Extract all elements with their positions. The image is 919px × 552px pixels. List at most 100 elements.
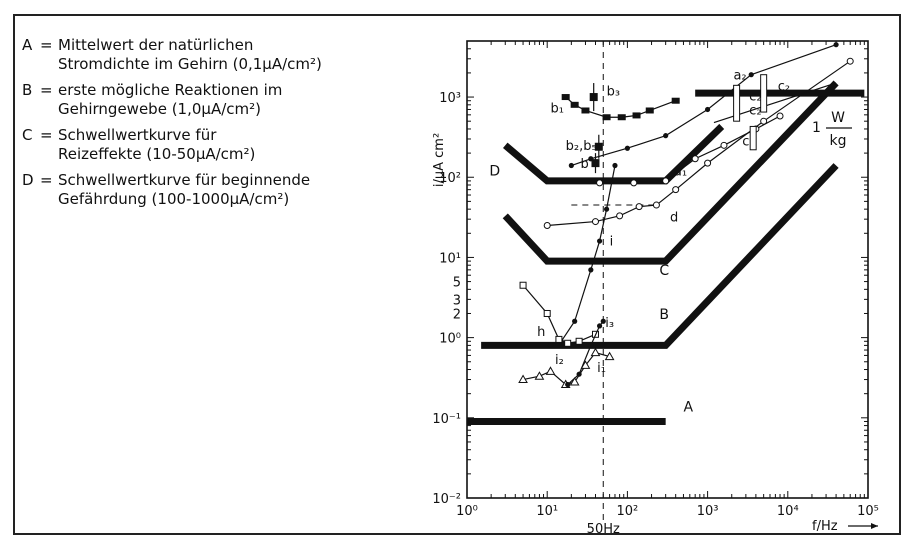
legend-text: erste mögliche Reaktionen im Gehirngeweb… [58, 81, 283, 118]
curve-label: b [580, 157, 588, 172]
error-bar-marker [594, 142, 603, 151]
y-tick-label: 10⁰ [439, 332, 461, 347]
threshold-label: C [659, 263, 669, 279]
data-point [561, 94, 570, 101]
data-point [591, 218, 599, 226]
data-curve [565, 96, 676, 118]
data-point [672, 186, 680, 194]
data-point [630, 179, 638, 187]
data-point [602, 114, 611, 121]
y-tick-label: 3 [453, 293, 461, 308]
legend-entry-d: D = Schwellwertkurve für beginnende Gefä… [22, 171, 402, 209]
data-point [596, 323, 603, 329]
curve-label: i [610, 235, 614, 250]
unit-annotation-denominator: kg [830, 133, 847, 149]
data-point [603, 206, 610, 212]
data-point [846, 57, 854, 65]
x-tick-label: 10² [617, 504, 639, 519]
data-point [576, 371, 582, 377]
data-point [543, 309, 551, 317]
curve-label: c₂ [778, 80, 790, 95]
data-point [564, 339, 572, 347]
data-point [616, 212, 624, 220]
legend-letter: A [22, 36, 33, 54]
legend-text: Mittelwert der natürlichen Stromdichte i… [58, 36, 322, 73]
y-tick-label: 10¹ [439, 251, 461, 266]
data-point [635, 203, 643, 211]
legend-entry-b: B = erste mögliche Reaktionen im Gehirng… [22, 81, 402, 119]
data-point [632, 112, 641, 119]
figure-frame [13, 14, 901, 535]
curve-label: c₂ [749, 103, 761, 118]
y-tick-label: 5 [453, 276, 461, 291]
threshold-line-c [502, 80, 839, 265]
data-point [604, 351, 615, 361]
legend-equals: = [40, 126, 53, 144]
data-point [565, 381, 571, 388]
legend-equals: = [40, 171, 53, 189]
legend-letter: D [22, 171, 34, 189]
threshold-line-b [481, 163, 839, 349]
error-bar-marker [591, 159, 600, 168]
legend-entry-a: A = Mittelwert der natürlichen Stromdich… [22, 36, 402, 74]
x-tick-label: 10⁴ [777, 504, 799, 519]
marker-line-label: 50Hz [587, 522, 620, 537]
y-tick-label: 10² [439, 171, 461, 186]
curve-label: a₁ [674, 165, 687, 180]
data-point [581, 107, 590, 114]
threshold-label: B [659, 307, 669, 323]
x-axis-label: f/Hz [812, 519, 838, 534]
unit-annotation-lead: 1 [812, 120, 821, 136]
data-point [617, 114, 626, 121]
curve-label: b₃ [607, 84, 620, 99]
curve-label: i₁ [597, 361, 606, 376]
y-tick-label: 10⁻¹ [432, 412, 461, 427]
unit-annotation-numerator: W [831, 110, 845, 126]
data-point [534, 371, 545, 380]
data-point [704, 159, 712, 167]
curve-label: i₃ [605, 316, 614, 331]
curve-label: b₁ [551, 102, 564, 117]
curve-label: d [670, 211, 678, 226]
threshold-label: D [489, 164, 500, 180]
data-point [720, 141, 728, 149]
legend: A = Mittelwert der natürlichen Stromdich… [22, 36, 402, 216]
curve-label: b₂,b₅ [566, 139, 597, 154]
data-point [833, 42, 839, 48]
curve-label: c₂ [749, 90, 761, 105]
data-point [572, 318, 578, 324]
legend-letter: B [22, 81, 33, 99]
data-curve [522, 284, 596, 344]
data-point [596, 179, 604, 187]
y-tick-label: 2 [453, 307, 461, 322]
data-point [596, 238, 603, 244]
x-tick-label: 10¹ [536, 504, 558, 519]
data-point [600, 318, 606, 324]
data-point [555, 335, 563, 343]
threshold-label: A [683, 399, 693, 415]
data-point [663, 133, 669, 139]
curve-label: a₂ [733, 69, 746, 84]
data-point [760, 117, 768, 125]
error-bar-marker [589, 93, 598, 102]
x-axis-arrow-head [871, 523, 878, 529]
data-point [547, 342, 554, 348]
range-bar [733, 84, 741, 122]
data-point [519, 281, 527, 289]
legend-text: Schwellwertkurve für Reizeffekte (10-50µ… [58, 126, 256, 163]
data-point [748, 72, 754, 78]
data-point [588, 267, 594, 273]
data-point [776, 112, 784, 120]
range-bar [760, 74, 768, 113]
y-axis-label: i/µA cm² [432, 133, 447, 187]
data-point [612, 162, 618, 169]
threshold-line-d [503, 123, 725, 185]
legend-equals: = [40, 36, 53, 54]
legend-letter: C [22, 126, 33, 144]
data-point [518, 374, 528, 384]
y-tick-label: 10³ [439, 91, 461, 106]
data-point [590, 347, 601, 357]
data-point [691, 155, 699, 163]
data-point [588, 342, 594, 348]
